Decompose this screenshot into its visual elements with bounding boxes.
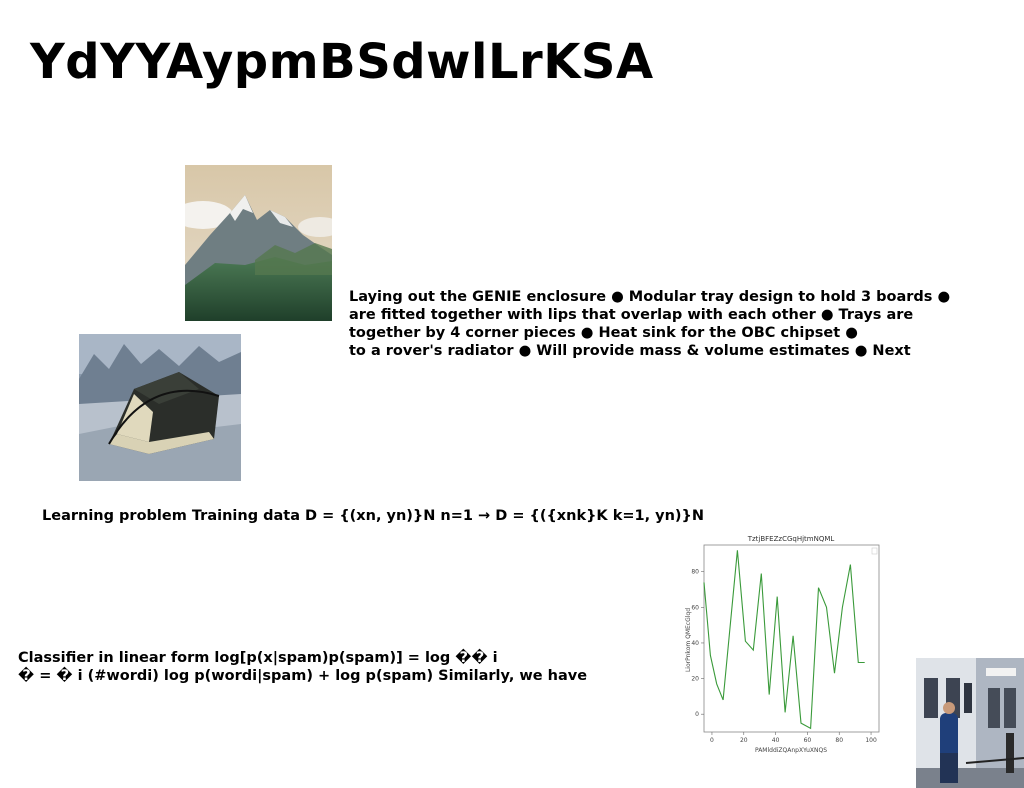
line-chart-svg: TztjBFEZzCGqHjtmNQML PAMlddiZQAnpXYuXNQS… xyxy=(685,535,880,754)
y-tick-label: 60 xyxy=(691,604,699,611)
street-photo xyxy=(916,658,1024,788)
y-tick-label: 0 xyxy=(695,711,699,718)
tent-photo xyxy=(79,334,241,481)
x-tick-label: 80 xyxy=(835,737,843,744)
text-block-genie: Laying out the GENIE enclosure ● Modular… xyxy=(349,288,950,360)
text-line: to a rover's radiator ● Will provide mas… xyxy=(349,343,911,359)
x-tick-label: 100 xyxy=(865,737,877,744)
text-line: Learning problem Training data D = {(xn,… xyxy=(42,508,705,524)
text-line: are fitted together with lips that overl… xyxy=(349,307,914,323)
text-line: � = � i (#wordi) log p(wordi|spam) + log… xyxy=(18,668,588,684)
y-tick-label: 80 xyxy=(691,569,699,576)
text-line: Classifier in linear form log[p(x|spam)p… xyxy=(18,650,498,666)
line-chart: TztjBFEZzCGqHjtmNQML PAMlddiZQAnpXYuXNQS… xyxy=(680,530,880,760)
text-line: Laying out the GENIE enclosure ● Modular… xyxy=(349,289,951,305)
y-tick-label: 20 xyxy=(691,676,699,683)
text-line: together by 4 corner pieces ● Heat sink … xyxy=(349,325,858,341)
x-tick-label: 40 xyxy=(772,737,780,744)
x-tick-label: 60 xyxy=(804,737,812,744)
chart-legend-box xyxy=(871,547,878,555)
page-title: YdYYAypmBSdwlLrKSA xyxy=(30,34,654,90)
text-block-learning: Learning problem Training data D = {(xn,… xyxy=(42,507,704,525)
y-tick-label: 40 xyxy=(691,640,699,647)
x-tick-label: 20 xyxy=(740,737,748,744)
mountain-photo xyxy=(185,165,332,321)
text-block-classifier: Classifier in linear form log[p(x|spam)p… xyxy=(18,649,587,685)
chart-ylabel: LiorPnkom QMEcGlqd xyxy=(685,608,692,672)
chart-title: TztjBFEZzCGqHjtmNQML xyxy=(747,535,835,543)
chart-plot-frame xyxy=(703,544,880,733)
x-tick-label: 0 xyxy=(710,737,714,744)
chart-series-line xyxy=(703,550,865,730)
chart-xlabel: PAMlddiZQAnpXYuXNQS xyxy=(755,747,827,754)
